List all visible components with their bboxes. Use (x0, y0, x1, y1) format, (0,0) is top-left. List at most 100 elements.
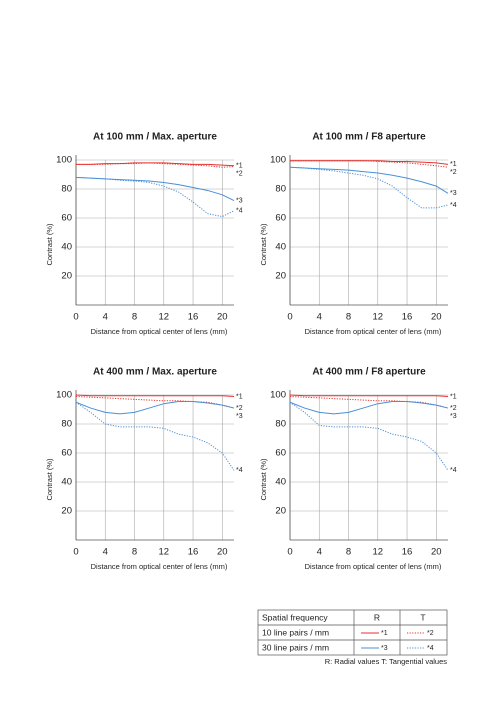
x-tick-label: 16 (402, 312, 413, 323)
x-tick-label: 4 (103, 312, 108, 323)
x-tick-label: 12 (158, 312, 169, 323)
legend-label: *3 (381, 645, 388, 652)
table-row-label: 30 line pairs / mm (262, 642, 329, 652)
x-tick-label: 20 (217, 547, 228, 558)
y-tick-label: 80 (61, 419, 72, 430)
chart-title: At 100 mm / F8 aperture (312, 132, 426, 143)
chart: At 400 mm / Max. aperture 20 40 60 80 100 0 4 8 1… (45, 367, 243, 571)
y-tick-label: 80 (275, 184, 286, 195)
series-label: *2 (236, 171, 243, 178)
series-label: *3 (236, 197, 243, 204)
x-axis-label: Distance from optical center of lens (mm… (305, 562, 442, 571)
series-line (290, 160, 449, 168)
series-label: *3 (450, 190, 457, 197)
series-label: *2 (450, 405, 457, 412)
legend-label: *2 (427, 630, 434, 637)
y-axis-label: Contrast (%) (259, 458, 268, 501)
y-tick-label: 60 (275, 448, 286, 459)
series-label: *2 (236, 405, 243, 412)
x-tick-label: 8 (346, 312, 351, 323)
series-label: *1 (450, 393, 457, 400)
x-tick-label: 12 (158, 547, 169, 558)
x-tick-label: 20 (431, 547, 442, 558)
y-tick-label: 60 (61, 213, 72, 224)
series-line (289, 401, 449, 471)
x-tick-label: 0 (287, 312, 292, 323)
series-label: *4 (236, 467, 243, 474)
series-label: *3 (450, 413, 457, 420)
y-tick-label: 20 (275, 506, 286, 517)
series-line (76, 162, 235, 167)
x-tick-label: 4 (317, 547, 322, 558)
series-label: *4 (450, 467, 457, 474)
x-tick-label: 0 (73, 312, 78, 323)
table-header: R (374, 612, 380, 622)
chart: At 100 mm / Max. aperture 20 40 60 80 100 0 4 8 1… (45, 132, 243, 336)
x-axis-label: Distance from optical center of lens (mm… (91, 562, 228, 571)
x-tick-label: 12 (372, 312, 383, 323)
y-tick-label: 40 (275, 242, 286, 253)
table-row-label: 10 line pairs / mm (262, 627, 329, 637)
series-label: *4 (450, 202, 457, 209)
chart-title: At 400 mm / F8 aperture (312, 367, 426, 378)
x-tick-label: 20 (431, 312, 442, 323)
x-tick-label: 8 (132, 547, 137, 558)
x-tick-label: 4 (317, 312, 322, 323)
y-tick-label: 20 (275, 271, 286, 282)
x-tick-label: 16 (402, 547, 413, 558)
legend-label: *4 (427, 645, 434, 652)
x-tick-label: 16 (188, 547, 199, 558)
y-tick-label: 100 (270, 390, 286, 401)
x-axis-label: Distance from optical center of lens (mm… (305, 327, 442, 336)
series-line (289, 401, 449, 415)
y-tick-label: 60 (275, 213, 286, 224)
x-tick-label: 0 (287, 547, 292, 558)
chart-title: At 400 mm / Max. aperture (93, 367, 217, 378)
y-axis-label: Contrast (%) (45, 458, 54, 501)
y-tick-label: 40 (61, 242, 72, 253)
y-tick-label: 100 (56, 390, 72, 401)
y-axis-label: Contrast (%) (45, 223, 54, 266)
x-tick-label: 12 (372, 547, 383, 558)
series-line (75, 394, 235, 397)
series-line (75, 176, 235, 218)
chart-title: At 100 mm / Max. aperture (93, 132, 217, 143)
legend-label: *1 (381, 630, 388, 637)
series-label: *1 (450, 161, 457, 168)
series-label: *2 (450, 169, 457, 176)
x-tick-label: 16 (188, 312, 199, 323)
x-tick-label: 20 (217, 312, 228, 323)
x-tick-label: 8 (132, 312, 137, 323)
x-tick-label: 4 (103, 547, 108, 558)
series-line (76, 162, 235, 168)
y-tick-label: 20 (61, 506, 72, 517)
y-tick-label: 40 (61, 477, 72, 488)
series-line (289, 394, 449, 397)
x-axis-label: Distance from optical center of lens (mm… (91, 327, 228, 336)
series-label: *4 (236, 208, 243, 215)
series-label: *1 (236, 393, 243, 400)
y-tick-label: 80 (275, 419, 286, 430)
series-line (289, 166, 449, 194)
y-tick-label: 100 (56, 155, 72, 166)
legend-table: Spatial frequency R T 10 line pairs / mm… (257, 609, 448, 656)
series-line (289, 166, 449, 209)
y-tick-label: 40 (275, 477, 286, 488)
series-line (75, 395, 235, 409)
y-axis-label: Contrast (%) (259, 223, 268, 266)
series-line (75, 401, 235, 415)
table-header: T (420, 612, 425, 622)
y-tick-label: 60 (61, 448, 72, 459)
series-line (75, 401, 235, 471)
y-tick-label: 80 (61, 184, 72, 195)
chart: At 400 mm / F8 aperture 20 40 60 80 100 0 4 8 12 1… (259, 367, 457, 571)
series-line (289, 395, 449, 409)
y-tick-label: 100 (270, 155, 286, 166)
series-label: *3 (236, 413, 243, 420)
footnote: R: Radial values T: Tangential values (325, 657, 448, 666)
table-header: Spatial frequency (262, 612, 328, 622)
chart: At 100 mm / F8 aperture 20 40 60 80 100 0 4 8 12 1… (259, 132, 457, 336)
table-border (257, 609, 448, 656)
x-tick-label: 0 (73, 547, 78, 558)
